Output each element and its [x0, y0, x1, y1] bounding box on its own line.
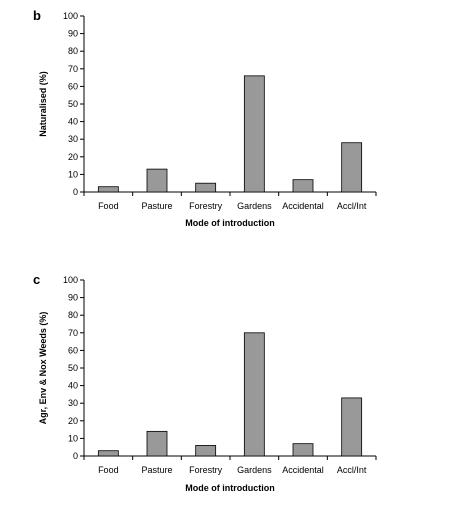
y-axis-title: Naturalised (%)	[38, 71, 48, 137]
y-tick-label: 0	[73, 451, 78, 461]
y-tick-label: 90	[68, 29, 78, 39]
panel-label: b	[33, 8, 41, 23]
y-tick-label: 50	[68, 363, 78, 373]
x-tick-label: Forestry	[189, 201, 223, 211]
y-tick-label: 90	[68, 293, 78, 303]
y-axis-title: Agr, Env & Nox Weeds (%)	[38, 312, 48, 425]
x-tick-label: Accl/Int	[337, 465, 367, 475]
bar-accidental	[292, 443, 314, 457]
y-tick-label: 30	[68, 134, 78, 144]
y-tick-label: 70	[68, 64, 78, 74]
x-tick-label: Food	[98, 465, 119, 475]
bar-pasture	[146, 430, 168, 457]
y-tick-label: 100	[63, 11, 78, 21]
x-tick-label: Pasture	[141, 465, 172, 475]
y-tick-label: 0	[73, 187, 78, 197]
bar-forestry	[195, 182, 217, 193]
y-tick-label: 80	[68, 310, 78, 320]
y-tick-label: 30	[68, 398, 78, 408]
bar-accl-int	[341, 397, 363, 457]
bar-accl-int	[341, 142, 363, 193]
bar-gardens	[243, 332, 265, 457]
y-tick-label: 60	[68, 345, 78, 355]
bar-food	[97, 186, 119, 193]
x-tick-label: Pasture	[141, 201, 172, 211]
y-tick-label: 50	[68, 99, 78, 109]
bar-pasture	[146, 168, 168, 193]
bar-food	[97, 450, 119, 457]
x-tick-label: Gardens	[237, 201, 272, 211]
y-tick-label: 10	[68, 433, 78, 443]
bar-forestry	[195, 445, 217, 457]
x-tick-label: Accidental	[282, 465, 324, 475]
y-tick-label: 40	[68, 117, 78, 127]
x-tick-label: Accidental	[282, 201, 324, 211]
y-tick-label: 20	[68, 416, 78, 426]
y-tick-label: 20	[68, 152, 78, 162]
x-axis-title: Mode of introduction	[185, 218, 274, 228]
x-tick-label: Forestry	[189, 465, 223, 475]
chart-panel-b: b 0 10 20 30 40 50 60 70 80 90 100 Food Pasture Forest…	[33, 8, 377, 228]
y-tick-label: 40	[68, 381, 78, 391]
y-tick-label: 100	[63, 275, 78, 285]
x-tick-label: Gardens	[237, 465, 272, 475]
y-tick-label: 70	[68, 328, 78, 338]
chart-panel-c: c 0 10 20 30 40 50 60 70 80 90 100 Food Pasture Forest…	[33, 272, 377, 493]
x-axis-title: Mode of introduction	[185, 483, 274, 493]
x-tick-label: Food	[98, 201, 119, 211]
bar-gardens	[243, 75, 265, 193]
y-tick-label: 10	[68, 169, 78, 179]
bar-accidental	[292, 179, 314, 193]
y-tick-label: 60	[68, 81, 78, 91]
x-tick-label: Accl/Int	[337, 201, 367, 211]
panel-label: c	[33, 272, 40, 287]
y-tick-label: 80	[68, 46, 78, 56]
